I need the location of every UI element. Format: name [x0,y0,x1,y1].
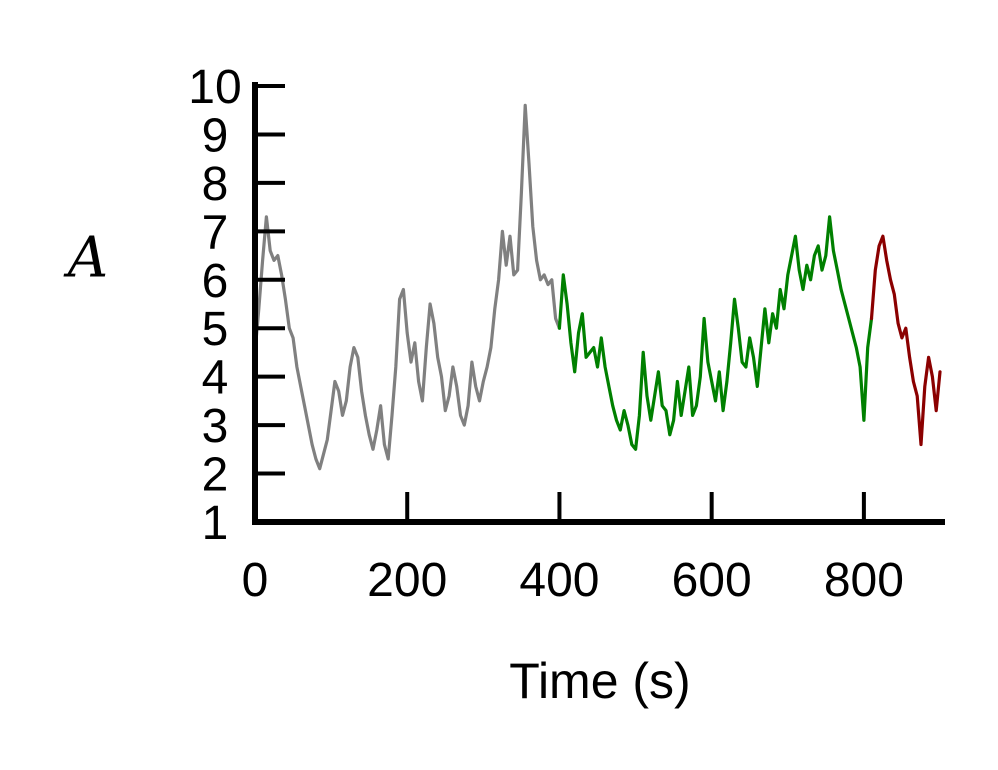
series-line-2 [557,215,874,451]
y-tick-label: 4 [202,352,229,405]
axes [252,82,945,525]
y-tick-label: 5 [202,303,229,356]
y-tick-label: 10 [188,61,241,114]
series-line-1 [253,103,562,471]
y-tick-label: 2 [202,449,229,502]
y-axis-title: A [63,226,108,291]
x-ticks: 0 200 400 600 800 [242,492,904,607]
y-tick-label: 7 [202,206,229,259]
y-tick-label: 1 [202,497,229,550]
x-tick-label: 0 [242,554,269,607]
series-layer [253,103,942,471]
series-line-3 [869,234,942,447]
y-tick-label: 8 [202,158,229,211]
x-axis-title: Time (s) [509,653,690,709]
x-tick-label: 600 [672,554,752,607]
y-tick-label: 3 [202,400,229,453]
x-tick-label: 400 [519,554,599,607]
y-tick-label: 6 [202,255,229,308]
x-tick-label: 800 [824,554,904,607]
x-tick-label: 200 [367,554,447,607]
y-tick-label: 9 [202,109,229,162]
